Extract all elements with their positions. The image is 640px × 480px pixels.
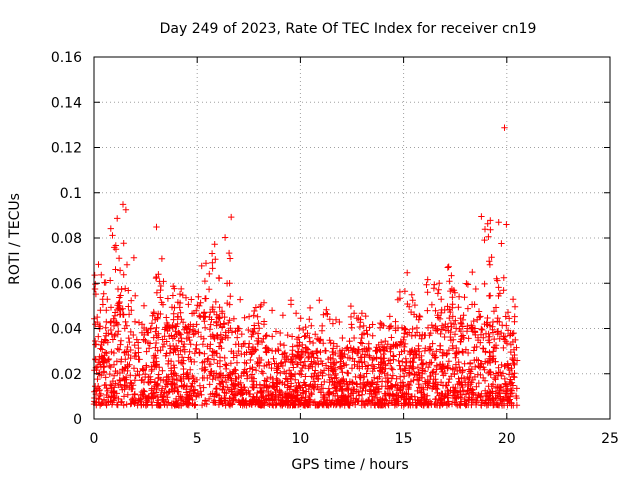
x-tick-label: 0 [90,431,99,447]
y-tick-label: 0.16 [51,50,82,66]
y-tick-label: 0.14 [51,95,82,111]
x-tick-label: 25 [601,431,619,447]
y-tick-label: 0.08 [51,231,82,247]
axis-ticks: 0 5 10 15 20 25 0 0.02 0.04 0.06 0.08 0.1 0.12 0.14 0.… [51,50,619,447]
x-tick-label: 10 [291,431,309,447]
data-points [90,124,521,409]
x-tick-label: 15 [395,431,413,447]
x-tick-label: 5 [193,431,202,447]
y-tick-label: 0 [73,412,82,428]
y-axis-label: ROTI / TECUs [7,193,23,285]
y-tick-label: 0.1 [60,186,82,202]
chart-title: Day 249 of 2023, Rate Of TEC Index for r… [160,21,537,37]
y-tick-label: 0.12 [51,141,82,157]
y-tick-label: 0.02 [51,367,82,383]
grid-lines [94,57,610,419]
roti-point-markers [90,124,521,409]
y-tick-label: 0.06 [51,276,82,292]
x-axis-label: GPS time / hours [291,457,408,473]
x-tick-label: 20 [498,431,516,447]
y-tick-label: 0.04 [51,322,82,338]
